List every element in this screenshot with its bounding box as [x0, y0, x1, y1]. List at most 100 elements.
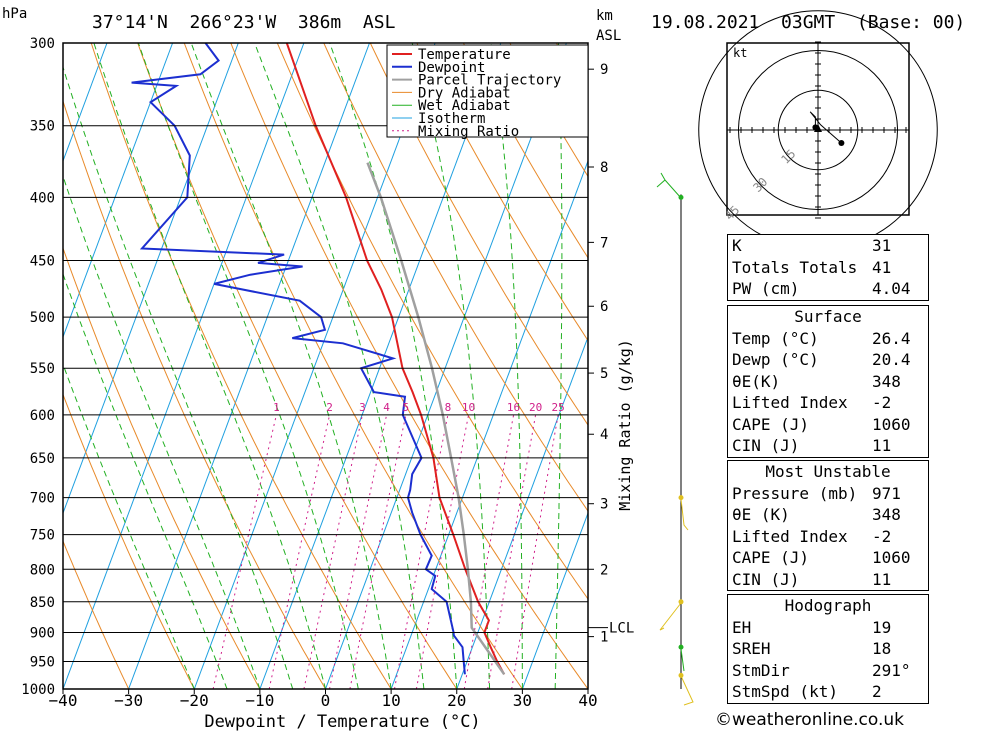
- pressure-tick-label: 450: [30, 254, 55, 270]
- stability-row: θE (K) 348: [728, 504, 928, 526]
- stability-value: -2: [872, 393, 892, 412]
- hodograph-trace: [809, 111, 842, 144]
- stability-value: 1060: [872, 414, 911, 434]
- pressure-tick-label: 350: [30, 119, 55, 135]
- stability-row: StmSpd (kt) 2: [728, 681, 928, 703]
- stability-key: Temp (°C): [732, 328, 819, 348]
- stability-value: 31: [872, 236, 892, 255]
- stability-general-box: K 31 Totals Totals 41 PW (cm) 4.04: [727, 234, 929, 301]
- wind-barb-dot: [678, 599, 684, 605]
- stability-row: Dewp (°C) 20.4: [728, 349, 928, 371]
- legend-entry: Mixing Ratio: [418, 124, 519, 140]
- legend-entry: Wet Adiabat: [418, 98, 511, 114]
- stability-key: Pressure (mb): [732, 483, 858, 503]
- hodograph-unit: kt: [733, 46, 747, 60]
- parcel-trajectory: [366, 162, 506, 676]
- plot-frame: [62, 42, 589, 690]
- x-tick-label: −30: [114, 691, 143, 710]
- legend-entry: Temperature: [418, 47, 511, 63]
- stability-value: 971: [872, 483, 901, 503]
- credit-footer: ©weatheronline.co.uk: [715, 710, 905, 730]
- x-tick-label: −40: [49, 691, 78, 710]
- stability-row: Pressure (mb) 971: [728, 483, 928, 505]
- isotherm-line: [63, 43, 305, 689]
- wet-adiabat-line: [63, 174, 261, 689]
- isotherm-line: [456, 335, 588, 689]
- stability-row: EH 19: [728, 617, 928, 639]
- wet-adiabat-line: [329, 43, 458, 689]
- wind-barb: [656, 172, 682, 199]
- wet-adiabat-line: [63, 272, 228, 689]
- stability-row: CIN (J) 11: [728, 569, 928, 591]
- x-tick-label: −10: [245, 691, 274, 710]
- mixing-ratio-label: 1: [273, 401, 280, 414]
- dry-adiabat-line: [230, 43, 588, 689]
- mixing-ratio-label: 10: [462, 401, 475, 414]
- wet-adiabat-line: [490, 43, 523, 689]
- stability-row: SREH 18: [728, 638, 928, 660]
- wind-barb: [680, 675, 694, 706]
- isotherm-line: [63, 43, 174, 339]
- stability-key: CAPE (J): [732, 414, 810, 434]
- x-tick-label: 10: [381, 691, 400, 710]
- stability-row: Lifted Index -2: [728, 526, 928, 548]
- dry-adiabat-line: [323, 43, 588, 512]
- km-tick-label: 2: [600, 562, 608, 578]
- stability-value: 18: [872, 639, 892, 658]
- stability-key: CIN (J): [732, 436, 800, 455]
- mixing-ratio-label: 2: [326, 401, 333, 414]
- hodograph-point: [838, 140, 845, 146]
- km-tick-label: 9: [600, 62, 608, 78]
- mixing-ratio-line: [349, 414, 407, 689]
- datetime-title: 19.08.2021 03GMT (Base: 00): [651, 12, 966, 33]
- location-title: 37°14'N 266°23'W 386m ASL: [92, 12, 396, 33]
- wind-barb: [659, 602, 682, 631]
- legend-entry: Parcel Trajectory: [418, 73, 561, 89]
- pressure-tick-label: 400: [30, 190, 55, 206]
- stability-key: StmSpd (kt): [732, 682, 838, 701]
- km-tick-label: 4: [600, 427, 608, 443]
- pressure-unit-label: hPa: [2, 6, 28, 22]
- stability-value: 348: [872, 371, 901, 391]
- stability-key: StmDir: [732, 660, 790, 680]
- isotherm-line: [193, 43, 436, 689]
- pressure-tick-label: 600: [30, 408, 55, 424]
- km-tick-label: 7: [600, 235, 608, 251]
- wind-barb-dot: [678, 644, 684, 650]
- pressure-tick-label: 950: [30, 654, 55, 670]
- isotherm-line: [521, 511, 588, 689]
- stability-section-title: Most Unstable: [765, 462, 891, 481]
- pressure-tick-label: 650: [30, 451, 55, 467]
- stability-surface-box: Surface Temp (°C) 26.4 Dewp (°C) 20.4 θE(K) 34…: [727, 305, 929, 458]
- stability-value: -2: [872, 526, 892, 546]
- pressure-tick-label: 700: [30, 491, 55, 507]
- height-unit-label: km ASL: [596, 6, 621, 46]
- stability-value: 11: [872, 569, 892, 589]
- stability-row: PW (cm) 4.04: [728, 278, 928, 300]
- wind-barb: [680, 498, 689, 531]
- dry-adiabat-line: [63, 99, 326, 689]
- x-tick-label: 30: [513, 691, 532, 710]
- stability-key: Dewp (°C): [732, 350, 819, 369]
- wind-barb-dot: [678, 495, 684, 501]
- x-axis-label: Dewpoint / Temperature (°C): [204, 712, 480, 732]
- stability-key: PW (cm): [732, 279, 800, 298]
- wet-adiabat-line: [411, 43, 491, 689]
- stability-hodograph-box: Hodograph EH 19 SREH 18 StmDir 291° StmSpd (kt)…: [727, 594, 929, 704]
- mixing-ratio-line: [212, 414, 277, 689]
- x-tick-label: 0: [321, 691, 331, 710]
- stability-value: 41: [872, 257, 892, 277]
- storm-motion-marker: [814, 124, 822, 132]
- stability-value: 2: [872, 682, 882, 701]
- pressure-tick-label: 1000: [21, 682, 55, 698]
- stability-key: Lifted Index: [732, 526, 848, 546]
- wind-barb: [680, 648, 685, 672]
- dry-adiabat-line: [183, 43, 523, 689]
- stability-value: 4.04: [872, 279, 911, 298]
- dry-adiabat-line: [63, 539, 130, 689]
- km-tick-label: 5: [600, 366, 608, 382]
- mixing-ratio-label: 4: [383, 401, 390, 414]
- stability-key: CAPE (J): [732, 548, 810, 567]
- legend-entry: Isotherm: [418, 111, 485, 127]
